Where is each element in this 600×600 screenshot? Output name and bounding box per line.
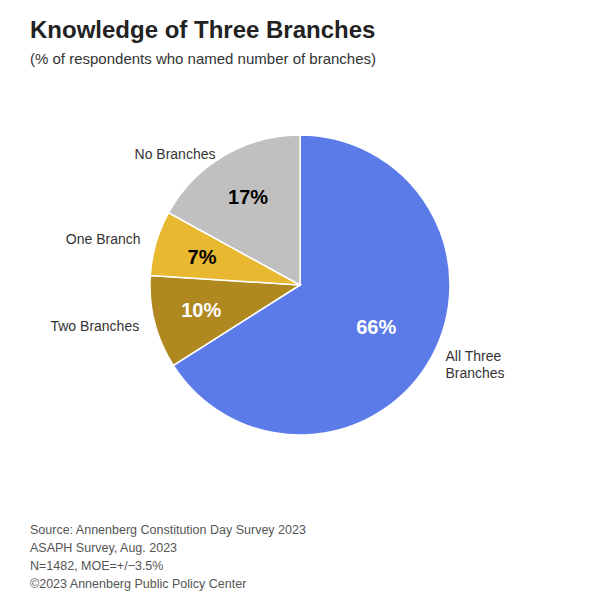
title: Knowledge of Three Branches	[30, 16, 375, 43]
pie-slice	[150, 276, 300, 366]
subtitle: (% of respondents who named number of br…	[30, 50, 376, 67]
category-label-line: No Branches	[135, 146, 216, 162]
category-label-line: Branches	[445, 365, 504, 381]
data-label: 7%	[188, 246, 217, 268]
footer-note: ASAPH Survey, Aug. 2023	[30, 541, 177, 555]
footer-note: N=1482, MOE=+/−3.5%	[30, 559, 163, 573]
data-label: 66%	[356, 316, 396, 338]
category-label: All ThreeBranches	[445, 348, 504, 381]
data-label: 17%	[228, 186, 268, 208]
chart-svg: Knowledge of Three Branches (% of respond…	[0, 0, 600, 600]
footer-note: ©2023 Annenberg Public Policy Center	[30, 577, 246, 591]
category-label: No Branches	[135, 146, 216, 162]
category-label-line: One Branch	[66, 231, 141, 247]
category-label: Two Branches	[50, 318, 139, 334]
footer-note: Source: Annenberg Constitution Day Surve…	[30, 523, 306, 537]
category-label: One Branch	[66, 231, 141, 247]
category-label-line: Two Branches	[50, 318, 139, 334]
data-label: 10%	[181, 299, 221, 321]
labels: 66% All ThreeBranches 10% Two Branches 7% One…	[50, 146, 504, 381]
page: {"chart_data": {"type": "pie", "title": …	[0, 0, 600, 600]
slices	[150, 135, 450, 435]
chart-container: Knowledge of Three Branches (% of respond…	[0, 0, 600, 600]
category-label-line: All Three	[445, 348, 501, 364]
